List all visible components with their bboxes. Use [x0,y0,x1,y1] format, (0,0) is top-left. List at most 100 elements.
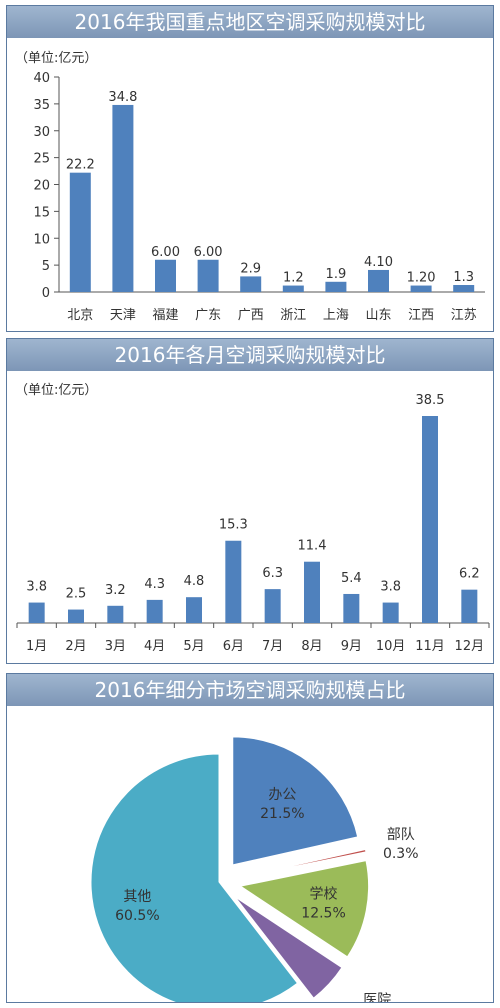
x-tick-label: 广西 [238,308,264,323]
x-tick-label: 广东 [195,308,221,323]
x-tick-label: 山东 [365,308,391,323]
y-tick-label: 5 [42,259,50,274]
data-label: 1.9 [326,267,347,282]
x-tick-label: 8月 [301,639,322,654]
x-tick-label: 北京 [67,308,93,323]
y-tick-label: 30 [33,125,50,140]
bar-2月 [68,609,84,623]
bar-5月 [186,597,202,623]
bar-8月 [304,561,320,623]
slice-label: 其他 [123,889,151,905]
data-label: 4.8 [184,574,205,589]
monthly-bar-chart: （单位:亿元） 3.8 1月 2.5 2月 3.2 3月 4.3 4月 4.8 5月 15.3 6月 6.… [15,383,490,654]
x-tick-label: 11月 [415,639,445,654]
region-chart-title: 2016年我国重点地区空调采购规模对比 [7,6,493,38]
bar-上海 [325,281,347,292]
x-tick-label: 福建 [152,308,178,323]
data-label: 34.8 [108,90,137,105]
region-bar-chart: （单位:亿元） 0 5 10 15 20 25 30 35 40 22.2 北京 34.8 天津 6.00 福… [15,51,485,323]
x-tick-label: 3月 [105,639,126,654]
bar-北京 [69,172,91,292]
bar-3月 [107,605,124,623]
pie-slice-学校 [239,860,370,958]
x-tick-label: 4月 [144,639,165,654]
data-label: 6.3 [262,566,283,581]
bar-山东 [368,269,389,292]
data-label: 5.4 [341,571,362,586]
bar-9月 [343,593,360,623]
x-tick-label: 江苏 [451,307,477,323]
monthly-chart-panel: 2016年各月空调采购规模对比 （单位:亿元） 3.8 1月 2.5 2月 3.2 3月 4.… [6,338,494,664]
slice-percent: 0.3% [383,846,419,862]
bar-12月 [461,589,478,623]
pie-slice-办公 [232,736,359,866]
data-label: 15.3 [219,518,248,533]
monthly-chart-title: 2016年各月空调采购规模对比 [7,339,493,371]
pie-slice-医院 [234,896,343,999]
data-label: 6.00 [151,245,180,260]
x-tick-label: 浙江 [280,308,306,323]
data-label: 6.2 [459,567,480,582]
slice-percent: 21.5% [260,806,304,822]
x-tick-label: 江西 [408,308,434,323]
bar-6月 [225,540,242,623]
x-tick-label: 上海 [323,308,349,323]
data-label: 6.00 [194,245,223,260]
bar-天津 [112,104,134,292]
bar-7月 [264,589,281,623]
segment-chart-title: 2016年细分市场空调采购规模占比 [7,674,493,706]
data-label: 1.20 [407,271,436,286]
pie-slice-其他 [90,753,299,1002]
bar-广西 [240,276,262,292]
x-tick-label: 10月 [376,639,406,654]
y-tick-label: 0 [42,286,50,301]
slice-label: 办公 [268,787,296,803]
bar-11月 [422,416,438,623]
bar-江苏 [453,285,475,292]
data-label: 2.9 [240,261,261,276]
x-tick-label: 9月 [341,639,362,654]
region-chart-panel: 2016年我国重点地区空调采购规模对比 （单位:亿元） 0 5 10 15 20 25 30 3… [6,5,494,332]
y-tick-label: 40 [33,71,50,86]
unit-label: （单位:亿元） [15,383,97,398]
data-label: 22.2 [66,158,95,173]
data-label: 3.8 [26,580,47,595]
x-tick-label: 1月 [26,639,47,654]
y-tick-label: 25 [33,152,50,167]
bar-4月 [146,599,163,623]
x-tick-label: 12月 [455,639,485,654]
bar-浙江 [282,285,304,292]
data-label: 3.2 [105,583,126,598]
slice-percent: 60.5% [115,908,159,924]
pie-slice-部队 [240,848,367,878]
bar-江西 [410,285,432,292]
y-tick-label: 20 [33,179,50,194]
bar-广东 [197,259,219,292]
y-tick-label: 35 [33,98,50,113]
y-tick-label: 10 [33,232,50,247]
slice-label: 部队 [387,827,415,843]
x-tick-label: 6月 [223,639,244,654]
slice-label: 医院 [363,992,391,1002]
bar-福建 [155,259,176,292]
data-label: 1.3 [453,270,474,285]
data-label: 4.3 [144,577,165,592]
segment-chart-panel: 2016年细分市场空调采购规模占比 办公 21.5% 部队 0.3% 学校 12.5% 医院… [6,673,494,1003]
data-label: 38.5 [416,393,445,408]
data-label: 3.8 [380,580,401,595]
bar-10月 [382,602,399,623]
slice-percent: 12.5% [301,905,345,921]
x-tick-label: 2月 [65,639,86,654]
data-label: 11.4 [298,539,327,554]
y-tick-label: 15 [33,205,50,220]
x-tick-label: 天津 [110,308,136,323]
bar-1月 [28,602,45,623]
x-tick-label: 7月 [262,639,283,654]
unit-label: （单位:亿元） [15,51,97,66]
data-label: 1.2 [283,271,304,286]
data-label: 2.5 [66,587,87,602]
x-tick-label: 5月 [183,639,204,654]
slice-label: 学校 [310,885,338,902]
data-label: 4.10 [364,255,393,270]
